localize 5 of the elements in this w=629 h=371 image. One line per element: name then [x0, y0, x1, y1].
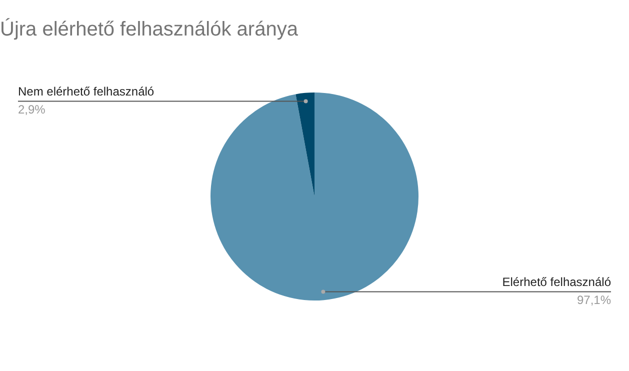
slice-label: Nem elérhető felhasználó	[18, 84, 154, 99]
data-label: 97,1%	[576, 293, 612, 308]
chart-title: Újra elérhető felhasználók aránya	[0, 18, 299, 41]
slice-label: Elérhető felhasználó	[502, 275, 612, 290]
data-label: 2,9%	[18, 102, 46, 117]
